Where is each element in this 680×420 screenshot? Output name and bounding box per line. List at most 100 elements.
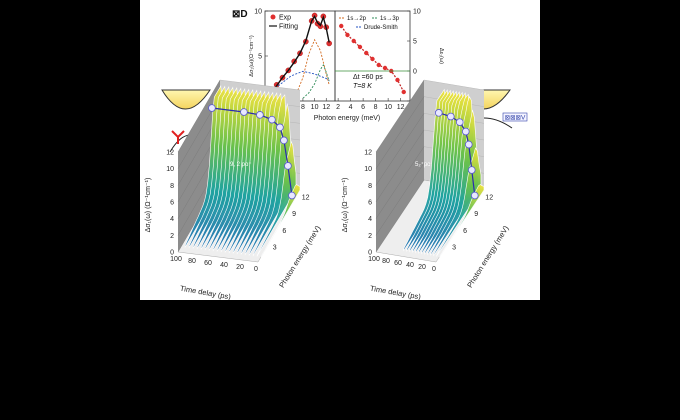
z-tick-label: 4	[170, 216, 174, 223]
d-y-right-tick-label: 5	[413, 39, 417, 46]
legend-1s2p-label: 1s→2p	[347, 16, 367, 22]
energy-tick-label: 12	[302, 195, 310, 202]
d-series-right	[339, 23, 406, 95]
d-series-1s-3p	[302, 64, 330, 99]
waterfall-grid-line	[219, 79, 301, 91]
excitation-arrow-icon	[171, 130, 185, 144]
legend-fitting-label: Fitting	[279, 24, 298, 31]
waterfall-slice	[418, 91, 464, 254]
f-energy-axis-label: Photon energy (meV)	[465, 224, 511, 290]
f-time-axis-label: Time delay (ps)	[369, 284, 422, 300]
waterfall-slice	[204, 87, 245, 251]
z-tick-label: 10	[166, 166, 174, 173]
waterfall-slice	[244, 92, 285, 256]
time-tick-label: 20	[236, 264, 244, 271]
waterfall-f: 0 2 4 6 8 10 12 100 80 60 40 20 0 3 6 9 12	[364, 79, 493, 273]
waterfall-slice	[208, 87, 249, 252]
peak-trace-point	[470, 191, 479, 200]
waterfall-slice	[196, 86, 237, 250]
d-eps-point	[357, 44, 363, 50]
peak-trace-point	[455, 118, 464, 126]
d-x-tick-label: 10	[311, 104, 319, 111]
inset-label-e: 9, 2 po⁺	[230, 161, 252, 168]
d-x-ticks-right: 2 4 6 8 10 12	[336, 98, 405, 111]
d-eps-point	[364, 50, 369, 56]
d-eps-point	[339, 23, 344, 29]
z-tick-label: 2	[368, 233, 372, 240]
d-eps-point	[351, 38, 356, 44]
d-x-axis-label: Photon energy (meV)	[314, 115, 381, 122]
d-eps-point	[376, 62, 381, 68]
d-x-tick-label: 6	[361, 104, 365, 111]
d-legend-right: 1s→2p 1s→3p Drude-Smith	[339, 16, 400, 31]
z-tick-label: 10	[364, 166, 372, 173]
annotation-delta-t: Δt =60 ps	[353, 74, 383, 81]
waterfall-slice	[412, 90, 458, 253]
time-tick-label: 100	[170, 256, 182, 263]
peak-trace-point	[268, 115, 276, 124]
time-tick-label: 40	[406, 262, 414, 269]
waterfall-slice	[232, 90, 273, 255]
d-y-right-tick-label: 10	[413, 9, 421, 16]
waterfall-slice	[256, 140, 297, 258]
d-x-tick-label: 12	[397, 104, 405, 111]
d-x-tick-label: 10	[384, 104, 392, 111]
z-tick-label: 0	[170, 250, 174, 257]
waterfall-grid-line	[375, 179, 425, 253]
e-time-axis-label: Time delay (ps)	[179, 284, 232, 300]
d-y-right-tick-label: 0	[413, 69, 417, 76]
waterfall-slice	[212, 88, 253, 252]
peak-trace-point	[256, 111, 264, 119]
waterfall-slice	[409, 89, 455, 253]
time-tick-label: 80	[188, 258, 196, 265]
legend-1s3p-label: 1s→3p	[380, 16, 400, 22]
energy-tick-label: 6	[463, 228, 467, 235]
plot-d-right-frame	[334, 10, 411, 102]
d-x-tick-label: 4	[349, 104, 353, 111]
legend-marker-exp	[270, 14, 276, 20]
energy-tick-label: 12	[485, 195, 493, 202]
waterfall-grid-line	[375, 79, 425, 153]
time-tick-label: 100	[368, 256, 380, 263]
time-tick-label: 40	[220, 262, 228, 269]
waterfall-slice	[200, 86, 241, 251]
waterfall-grid-line	[375, 163, 425, 236]
time-tick-label: 0	[432, 266, 436, 273]
waterfall-slice	[260, 184, 301, 258]
z-tick-label: 12	[166, 150, 174, 157]
peak-trace-point	[276, 123, 284, 132]
peak-trace-point	[288, 191, 296, 200]
waterfall-slice	[216, 88, 257, 253]
d-y-left-tick-label: 5	[258, 54, 262, 61]
waterfall-slice	[424, 92, 470, 255]
d-x-tick-label: 8	[301, 104, 305, 111]
waterfall-slice	[188, 85, 229, 249]
energy-tick-label: 9	[292, 211, 296, 218]
d-x-tick-label: 8	[374, 104, 378, 111]
waterfall-slice	[224, 89, 265, 254]
energy-tick-label: 3	[452, 244, 456, 251]
peak-trace-point	[208, 104, 216, 112]
waterfall-slice	[415, 90, 461, 254]
z-tick-label: 4	[368, 216, 372, 223]
peak-trace-point	[446, 112, 455, 121]
d-x-tick-label: 2	[336, 104, 340, 111]
peak-trace-point	[280, 136, 288, 145]
waterfall-slice	[240, 91, 281, 256]
d-legend-left: Exp Fitting	[269, 14, 298, 31]
inset-label-f: 5₂⁺po	[415, 161, 431, 168]
time-tick-label: 20	[418, 264, 426, 271]
f-z-axis-label: Δσ₁(ω) (Ω⁻¹cm⁻¹)	[342, 178, 349, 233]
waterfall-grid-line	[375, 146, 425, 219]
d-eps-point	[345, 32, 350, 38]
waterfall-grid-line	[423, 79, 485, 91]
z-tick-label: 12	[364, 150, 372, 157]
waterfall-slice	[427, 93, 473, 256]
peak-trace-point	[467, 166, 476, 174]
waterfall-grid-line	[375, 96, 425, 169]
peak-trace-point	[434, 109, 443, 117]
waterfall-slice	[436, 147, 482, 257]
peak-trace-point	[284, 162, 292, 170]
